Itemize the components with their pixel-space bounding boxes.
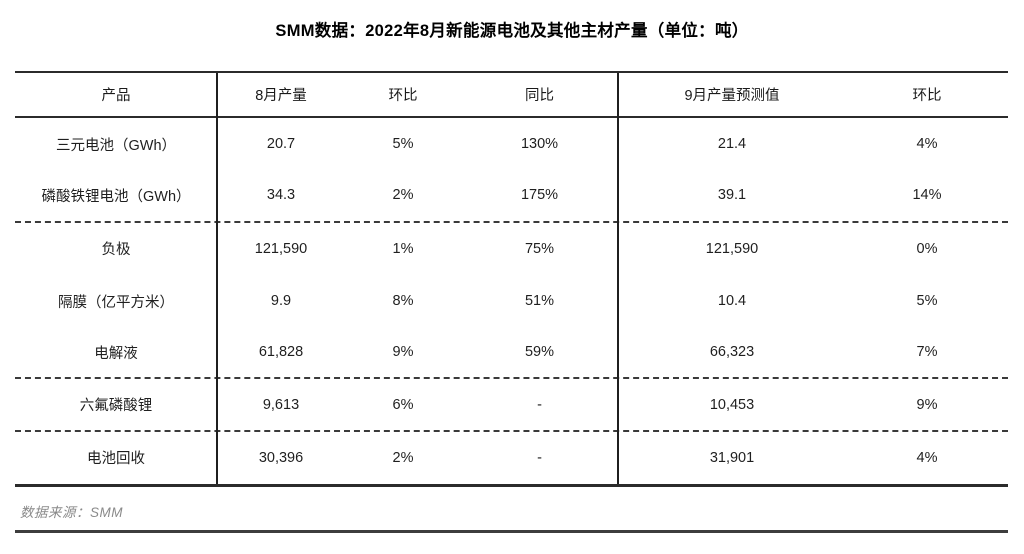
value-cell: 5% <box>916 293 938 310</box>
value-cell: 9% <box>916 396 938 413</box>
value-cell: 4% <box>916 136 938 153</box>
value-cell: 9% <box>392 344 414 361</box>
value-cell: 121,590 <box>254 240 308 257</box>
value-cell: 1% <box>392 240 414 257</box>
value-cell: 51% <box>524 293 555 310</box>
column-divider-right <box>617 73 619 485</box>
value-cell: 9,613 <box>262 396 300 413</box>
value-cell: 130% <box>520 136 559 153</box>
value-cell: 0% <box>916 240 938 257</box>
product-cell: 三元电池（GWh） <box>55 137 177 154</box>
product-cell: 隔膜（亿平方米） <box>58 294 174 311</box>
value-cell: 31,901 <box>709 449 755 466</box>
value-cell: 30,396 <box>258 449 304 466</box>
value-cell: 9.9 <box>270 293 292 310</box>
value-cell: 75% <box>524 240 555 257</box>
table-row: 电解液 61,828 9% 59% 66,323 7% <box>15 327 1008 380</box>
table-row: 六氟磷酸锂 9,613 6% - 10,453 9% <box>15 379 1008 432</box>
table-row: 磷酸铁锂电池（GWh） 34.3 2% 175% 39.1 14% <box>15 170 1008 223</box>
value-cell: - <box>537 449 542 466</box>
product-cell: 磷酸铁锂电池（GWh） <box>41 188 191 205</box>
footer-divider <box>15 530 1008 533</box>
value-cell: 6% <box>392 396 414 413</box>
product-cell: 电池回收 <box>87 451 145 468</box>
value-cell: 14% <box>912 187 942 204</box>
table-row: 负极 121,590 1% 75% 121,590 0% <box>15 223 1008 275</box>
value-cell: 2% <box>392 187 414 204</box>
value-cell: 121,590 <box>705 240 759 257</box>
value-cell: 39.1 <box>717 187 747 204</box>
value-cell: 21.4 <box>717 136 747 153</box>
table-body: 三元电池（GWh） 20.7 5% 130% 21.4 4% 磷酸铁锂电池（GWh） 34.3… <box>15 118 1008 484</box>
value-cell: 20.7 <box>266 136 296 153</box>
page-title: SMM数据：2022年8月新能源电池及其他主材产量（单位：吨） <box>275 22 749 40</box>
value-cell: 59% <box>524 344 555 361</box>
value-cell: 4% <box>916 449 938 466</box>
data-source-note: 数据来源：SMM <box>20 505 123 520</box>
value-cell: 10,453 <box>709 396 755 413</box>
table-header-row: 产品 8月产量 环比 同比 9月产量预测值 环比 <box>15 73 1008 118</box>
product-cell: 六氟磷酸锂 <box>79 398 153 415</box>
value-cell: 7% <box>916 344 938 361</box>
value-cell: 2% <box>392 449 414 466</box>
production-table: 产品 8月产量 环比 同比 9月产量预测值 环比 三元电池（GWh） 20.7 5% 130% 2… <box>15 71 1008 488</box>
header-cell: 9月产量预测值 <box>684 88 780 104</box>
value-cell: 175% <box>520 187 559 204</box>
header-cell: 环比 <box>912 88 942 104</box>
value-cell: 5% <box>392 136 414 153</box>
product-cell: 负极 <box>101 242 131 259</box>
value-cell: 34.3 <box>266 187 296 204</box>
value-cell: - <box>537 396 542 413</box>
value-cell: 10.4 <box>717 293 747 310</box>
product-cell: 电解液 <box>94 345 138 362</box>
header-cell: 同比 <box>525 88 554 104</box>
value-cell: 66,323 <box>709 344 755 361</box>
header-cell: 8月产量 <box>255 88 307 104</box>
table-row: 隔膜（亿平方米） 9.9 8% 51% 10.4 5% <box>15 275 1008 327</box>
header-cell: 环比 <box>388 88 418 104</box>
table-row: 电池回收 30,396 2% - 31,901 4% <box>15 432 1008 484</box>
table-row: 三元电池（GWh） 20.7 5% 130% 21.4 4% <box>15 118 1008 170</box>
header-cell: 产品 <box>101 88 131 104</box>
value-cell: 61,828 <box>258 344 304 361</box>
column-divider-left <box>216 73 218 485</box>
value-cell: 8% <box>392 293 414 310</box>
